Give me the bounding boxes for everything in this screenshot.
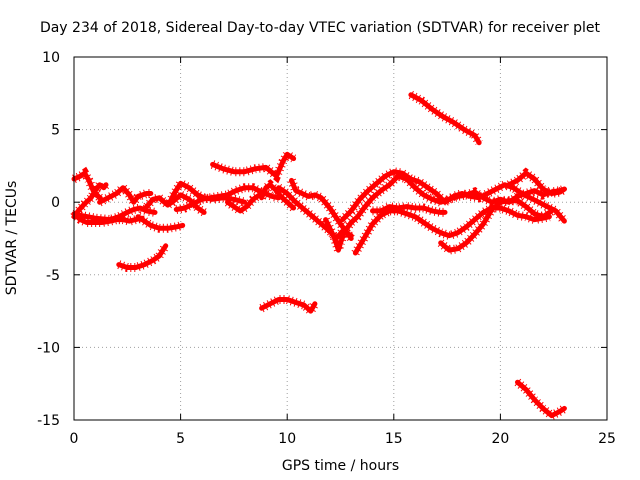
series-arc-23	[506, 170, 567, 196]
series-arc-06-markers	[135, 212, 184, 233]
x-axis-label: GPS time / hours	[281, 458, 400, 474]
series-arc-15-markers	[276, 183, 354, 246]
x-tick-label: 5	[176, 431, 185, 447]
x-tick-label: 10	[278, 431, 296, 447]
y-tick-label: 0	[51, 195, 60, 211]
x-tick-label: 25	[598, 431, 616, 447]
y-tick-label: 10	[42, 50, 60, 66]
chart-title: Day 234 of 2018, Sidereal Day-to-day VTE…	[39, 20, 601, 36]
series-arc-14-markers	[259, 295, 319, 319]
series-arc-24-markers	[514, 378, 567, 421]
y-tick-label: -5	[46, 268, 60, 284]
series-arc-02-markers	[70, 178, 110, 220]
series-arc-11-markers	[210, 147, 297, 184]
series-arc-12	[225, 192, 262, 214]
series-arc-05-markers	[79, 203, 156, 225]
x-tick-label: 15	[385, 431, 403, 447]
series-arc-17-markers	[321, 170, 566, 266]
y-tick-label: 5	[51, 123, 60, 139]
series-arc-18	[340, 169, 567, 224]
y-tick-label: -10	[37, 340, 60, 356]
series-arc-01-markers	[72, 166, 103, 201]
x-tick-label: 20	[491, 431, 509, 447]
series-arc-21-markers	[408, 90, 483, 145]
plot-frame	[73, 56, 608, 421]
series-arc-22-markers	[437, 196, 555, 255]
y-tick-label: -15	[37, 413, 60, 429]
series-arc-04-markers	[97, 181, 151, 211]
series-arc-04	[97, 185, 154, 205]
axis-ticks: 0 5 10 15 20 25 -15 -10 -5 0 5 10	[37, 50, 616, 447]
series-arc-09	[167, 180, 248, 205]
series-arc-20	[370, 204, 448, 215]
series-arc-03-markers	[70, 210, 144, 227]
data-series	[70, 90, 568, 421]
series-arc-13-markers	[257, 179, 297, 212]
series-arc-07-markers	[117, 243, 170, 272]
series-arc-19	[352, 205, 552, 256]
x-tick-label: 0	[70, 431, 79, 447]
series-arc-16-markers	[287, 178, 355, 242]
